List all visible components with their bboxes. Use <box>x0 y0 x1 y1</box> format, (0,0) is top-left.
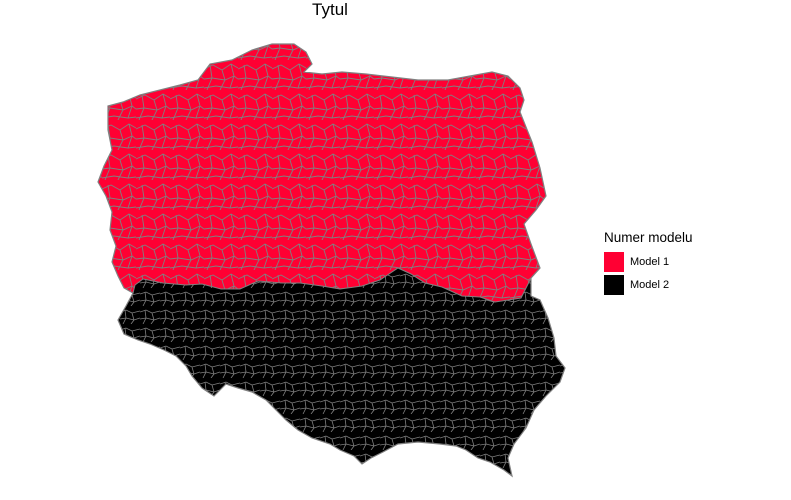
map-title: Tytul <box>312 0 348 19</box>
legend-title: Numer modelu <box>604 230 693 245</box>
legend-item-model-2: Model 2 <box>604 273 693 296</box>
legend: Numer modelu Model 1 Model 2 <box>604 229 693 296</box>
legend-swatch-model-1 <box>604 251 624 272</box>
legend-swatch-model-2 <box>604 274 624 295</box>
legend-label-model-1: Model 1 <box>630 255 670 268</box>
legend-item-model-1: Model 1 <box>604 250 693 273</box>
region-divider <box>132 267 541 303</box>
legend-label-model-2: Model 2 <box>630 278 670 291</box>
